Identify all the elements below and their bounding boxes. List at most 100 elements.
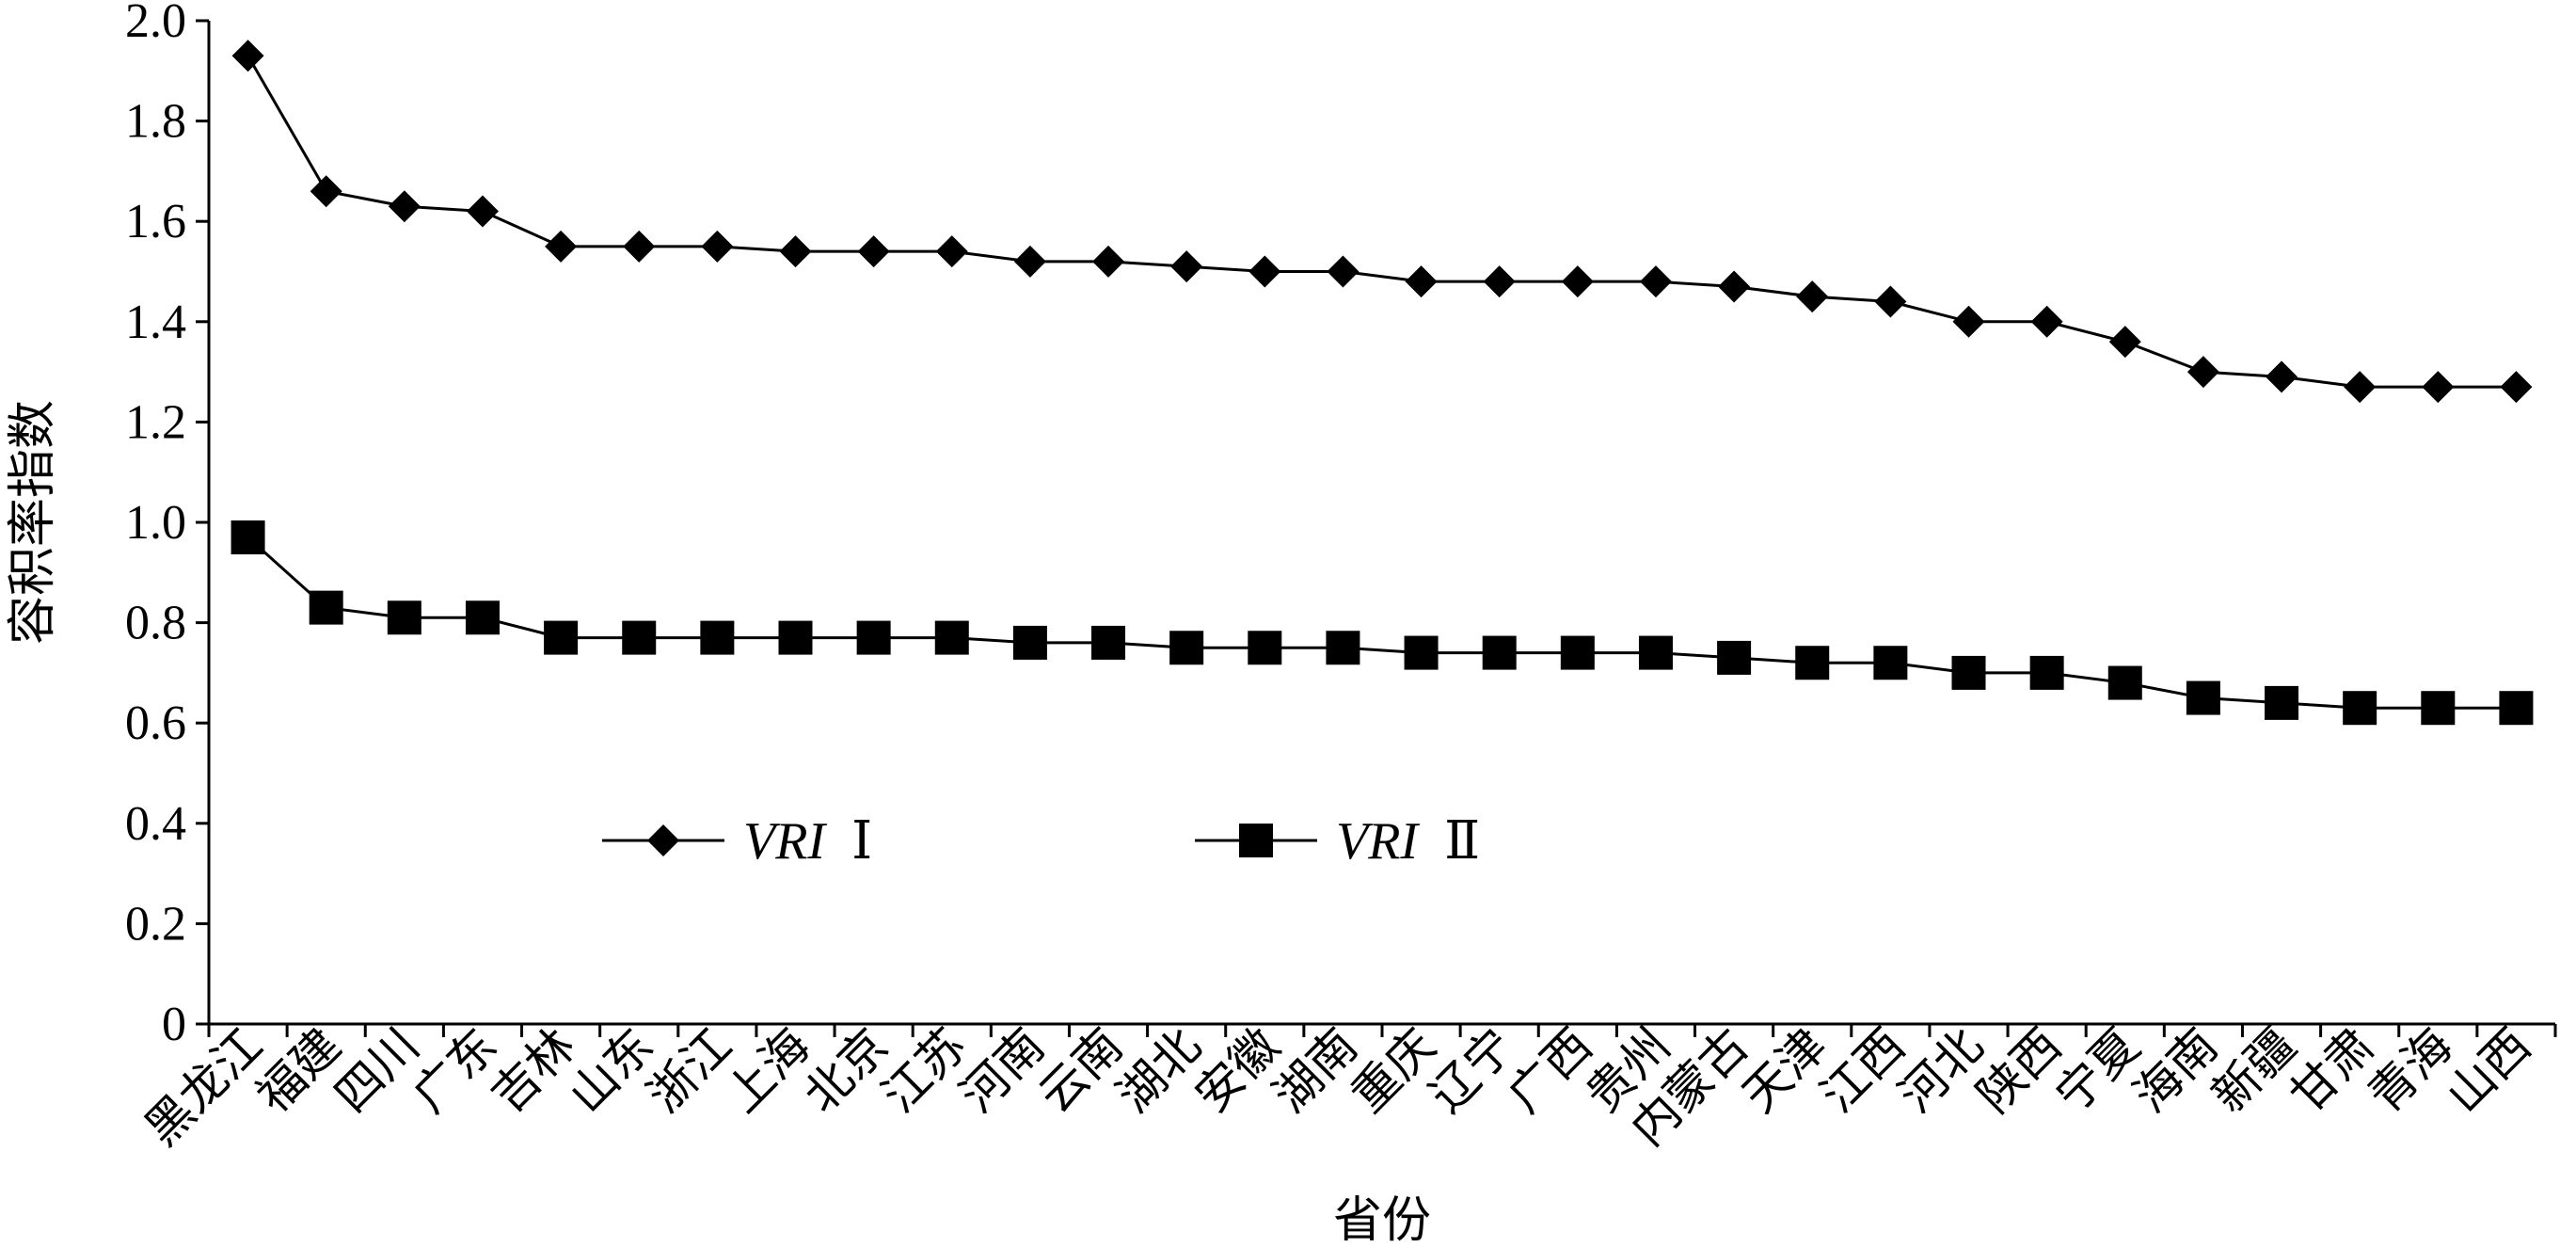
data-point xyxy=(934,620,969,655)
data-point xyxy=(1013,245,1046,278)
data-point xyxy=(1796,280,1829,313)
x-category-label: 山东 xyxy=(560,1018,663,1122)
legend-label: VRI Ⅰ xyxy=(743,812,872,871)
series-1 xyxy=(231,40,2533,404)
data-point xyxy=(1326,631,1360,665)
y-tick-label: 1.8 xyxy=(125,95,186,149)
data-point xyxy=(1170,250,1203,283)
data-point xyxy=(701,230,734,263)
legend: VRI Ⅰ VRI Ⅱ xyxy=(602,812,1480,871)
x-category-label: 吉林 xyxy=(482,1018,585,1122)
x-category-label: 江苏 xyxy=(872,1018,976,1122)
x-category-label: 海南 xyxy=(2123,1018,2227,1122)
y-tick-label: 1.6 xyxy=(125,195,186,248)
data-point xyxy=(1248,631,1282,665)
x-category-label: 湖北 xyxy=(1107,1018,1211,1122)
data-point xyxy=(1248,255,1281,288)
series-line xyxy=(246,55,2517,389)
data-point xyxy=(544,620,579,655)
data-point xyxy=(1951,655,1986,690)
data-point xyxy=(2344,371,2377,404)
data-point xyxy=(1952,305,1985,338)
data-point xyxy=(1795,646,1830,680)
data-point xyxy=(1639,265,1672,298)
data-point xyxy=(2421,691,2456,726)
data-point xyxy=(778,620,813,655)
x-category-label: 天津 xyxy=(1733,1018,1837,1122)
axes xyxy=(207,21,2555,1026)
x-category-label: 福建 xyxy=(246,1018,350,1122)
data-point xyxy=(2186,356,2219,389)
data-point xyxy=(1092,245,1125,278)
x-category-label: 甘肃 xyxy=(2281,1018,2384,1122)
data-point xyxy=(1483,265,1516,298)
legend-label: VRI Ⅱ xyxy=(1336,812,1480,871)
x-category-label: 广东 xyxy=(403,1018,506,1122)
x-category-label: 新疆 xyxy=(2202,1018,2306,1122)
data-point xyxy=(465,600,500,635)
legend-marker xyxy=(647,824,679,856)
data-point xyxy=(1012,625,1047,660)
data-point xyxy=(856,620,891,655)
y-tick-label: 1.4 xyxy=(125,296,186,349)
data-point xyxy=(1561,265,1594,298)
x-category-label: 陕西 xyxy=(1967,1018,2071,1122)
data-point xyxy=(1873,646,1908,680)
x-category-label: 重庆 xyxy=(1342,1018,1445,1122)
legend-item-1: VRI Ⅰ xyxy=(602,812,872,871)
data-point xyxy=(2422,371,2455,404)
x-category-label: 辽宁 xyxy=(1420,1018,1523,1122)
data-point xyxy=(1327,255,1360,288)
data-point xyxy=(1405,265,1438,298)
x-category-label: 广西 xyxy=(1498,1018,1601,1122)
data-point xyxy=(2266,360,2298,393)
x-axis-title: 省份 xyxy=(1333,1194,1431,1248)
data-point xyxy=(231,40,264,72)
data-point xyxy=(1169,631,1204,665)
x-category-label: 河北 xyxy=(1889,1018,1993,1122)
y-axis-title: 容积率指数 xyxy=(7,400,60,645)
y-tick-label: 0.4 xyxy=(125,797,186,851)
data-point xyxy=(466,195,499,228)
data-point xyxy=(231,520,265,554)
y-tick-label: 0.8 xyxy=(125,597,186,650)
y-tick-label: 0.2 xyxy=(125,897,186,951)
data-point xyxy=(779,235,812,268)
data-point xyxy=(2500,371,2533,404)
data-point xyxy=(1404,635,1439,670)
x-category-label: 江西 xyxy=(1811,1018,1915,1122)
x-category-label: 湖南 xyxy=(1264,1018,1367,1122)
x-category-label: 宁夏 xyxy=(2045,1018,2149,1122)
data-point xyxy=(2107,665,2142,700)
data-point xyxy=(2030,305,2063,338)
data-point xyxy=(2343,691,2377,726)
y-tick-label: 1.2 xyxy=(125,395,186,449)
data-point xyxy=(700,620,735,655)
data-point xyxy=(309,590,343,625)
y-tick-label: 2.0 xyxy=(125,0,186,48)
data-point xyxy=(622,620,657,655)
series-layer xyxy=(231,40,2534,726)
data-point xyxy=(1874,285,1907,318)
data-point xyxy=(1717,640,1752,675)
x-category-label: 青海 xyxy=(2359,1018,2462,1122)
x-category-label: 山西 xyxy=(2437,1018,2540,1122)
data-point xyxy=(2265,685,2299,720)
data-point xyxy=(2186,680,2220,715)
x-category-label: 上海 xyxy=(716,1018,819,1122)
data-point xyxy=(2108,326,2141,359)
y-tick-label: 0.6 xyxy=(125,696,186,750)
y-axis-ticks: 0 0.2 0.4 0.6 0.8 1.0 1.2 1.4 1.6 1.8 2.0 xyxy=(125,0,209,1051)
x-category-label: 四川 xyxy=(325,1018,428,1122)
y-tick-label: 0 xyxy=(162,998,186,1051)
data-point xyxy=(388,190,421,223)
x-axis-ticks: 黑龙江福建四川广东吉林山东浙江上海北京江苏河南云南湖北安徽湖南重庆辽宁广西贵州内… xyxy=(135,1018,2557,1156)
data-point xyxy=(1091,625,1126,660)
data-point xyxy=(2499,691,2534,726)
data-point xyxy=(935,235,968,268)
data-point xyxy=(1718,270,1751,303)
series-line xyxy=(246,536,2517,710)
data-point xyxy=(1560,635,1595,670)
x-category-label: 浙江 xyxy=(638,1018,741,1122)
